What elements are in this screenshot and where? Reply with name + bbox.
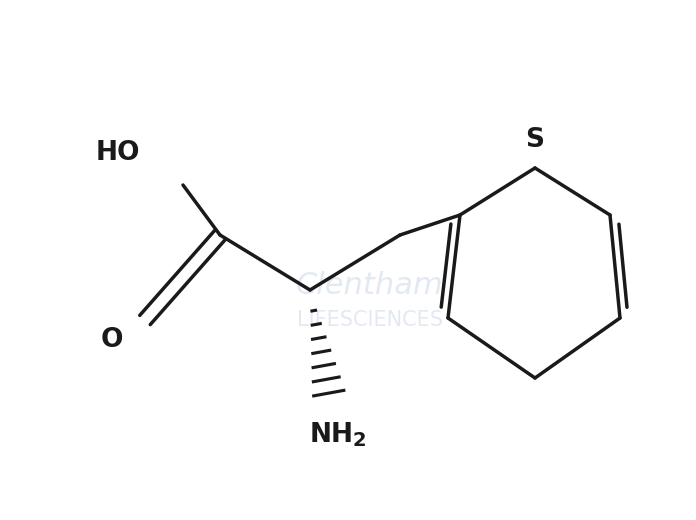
Text: LIFESCIENCES: LIFESCIENCES <box>297 310 443 330</box>
Text: S: S <box>525 127 544 153</box>
Text: HO: HO <box>96 140 141 166</box>
Text: Clentham: Clentham <box>296 270 444 300</box>
Text: O: O <box>101 327 123 353</box>
Text: NH: NH <box>310 422 354 448</box>
Text: 2: 2 <box>352 431 365 449</box>
